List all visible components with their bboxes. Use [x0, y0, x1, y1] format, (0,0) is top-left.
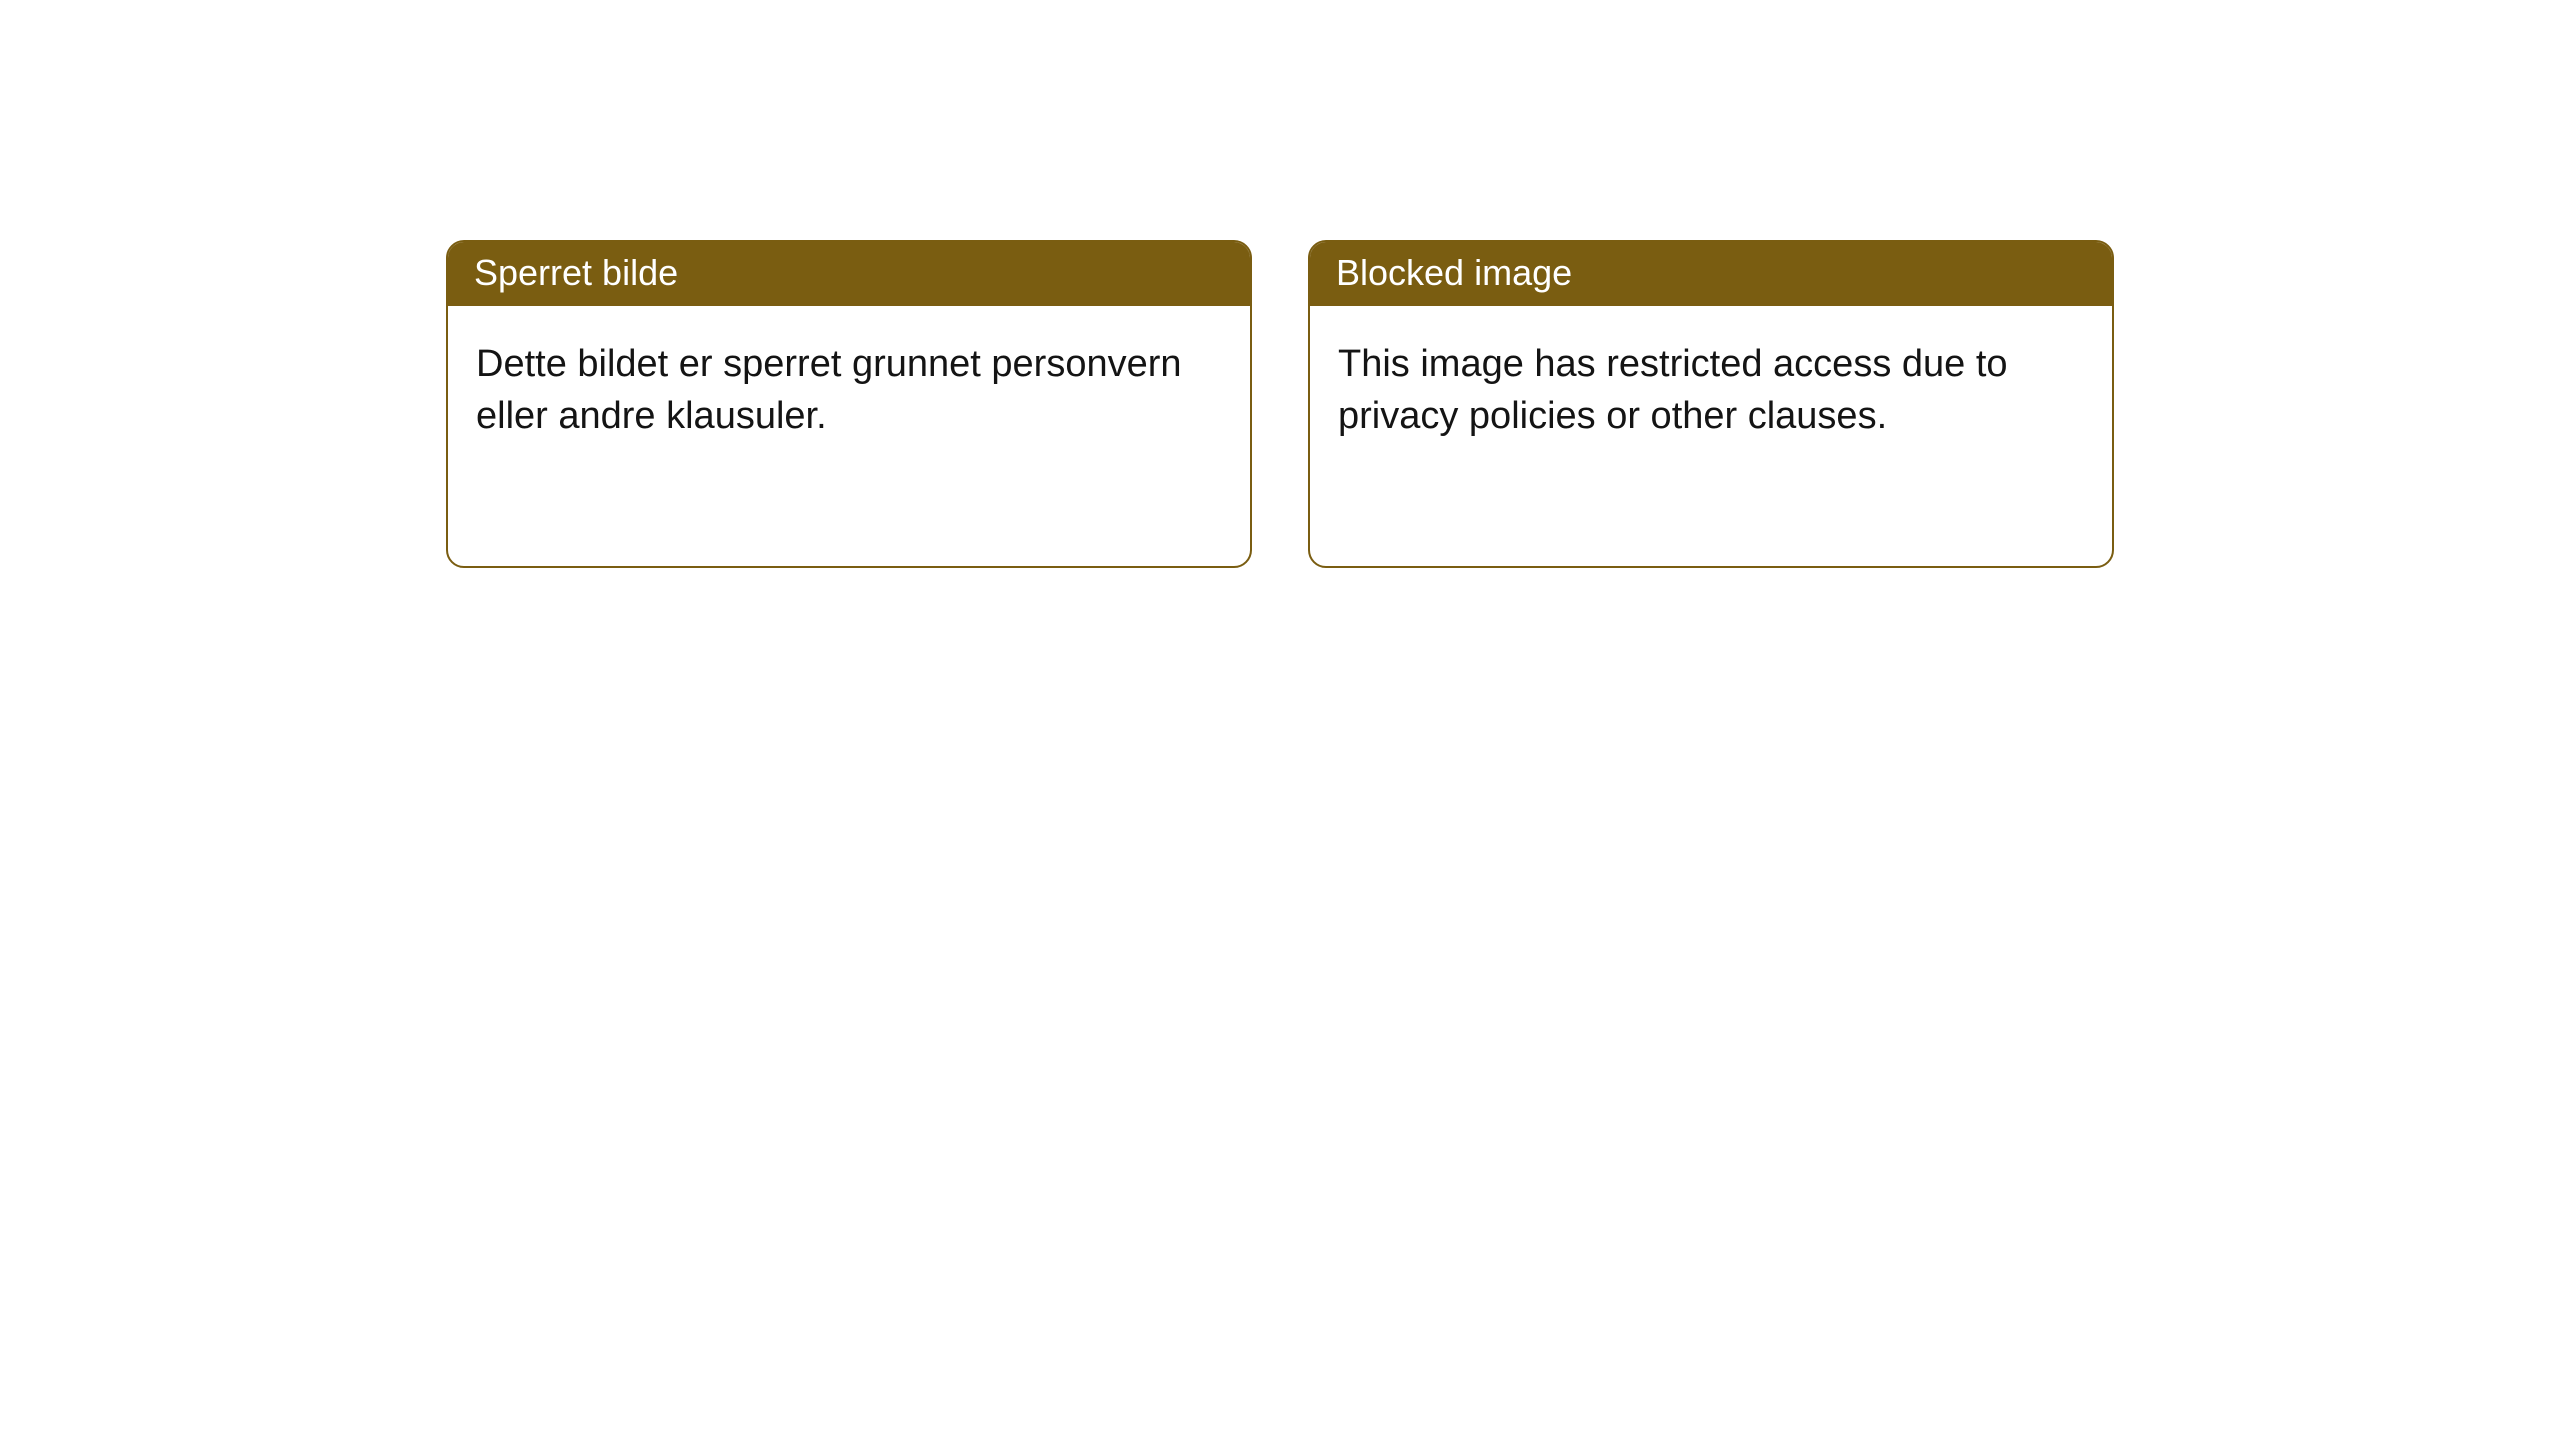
notice-box-norwegian: Sperret bilde Dette bildet er sperret gr… [446, 240, 1252, 568]
notice-body: Dette bildet er sperret grunnet personve… [448, 306, 1250, 566]
notice-container: Sperret bilde Dette bildet er sperret gr… [446, 240, 2114, 568]
notice-body: This image has restricted access due to … [1310, 306, 2112, 566]
notice-box-english: Blocked image This image has restricted … [1308, 240, 2114, 568]
notice-header: Sperret bilde [448, 242, 1250, 306]
notice-header: Blocked image [1310, 242, 2112, 306]
